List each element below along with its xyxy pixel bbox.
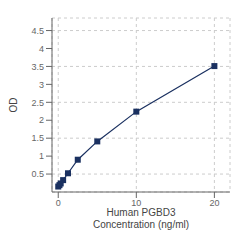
svg-text:1: 1 (39, 151, 44, 161)
svg-text:3: 3 (39, 80, 44, 90)
svg-text:OD: OD (8, 98, 19, 113)
svg-text:3.5: 3.5 (31, 62, 44, 72)
svg-text:Human PGBD3Concentration (ng/m: Human PGBD3Concentration (ng/ml) (93, 207, 189, 230)
svg-text:0: 0 (56, 198, 61, 208)
svg-text:20: 20 (209, 198, 219, 208)
svg-text:10: 10 (131, 198, 141, 208)
svg-text:2: 2 (39, 115, 44, 125)
svg-text:2.5: 2.5 (31, 98, 44, 108)
svg-text:4.5: 4.5 (31, 26, 44, 36)
svg-text:1.5: 1.5 (31, 133, 44, 143)
svg-text:0.5: 0.5 (31, 169, 44, 179)
svg-text:4: 4 (39, 44, 44, 54)
